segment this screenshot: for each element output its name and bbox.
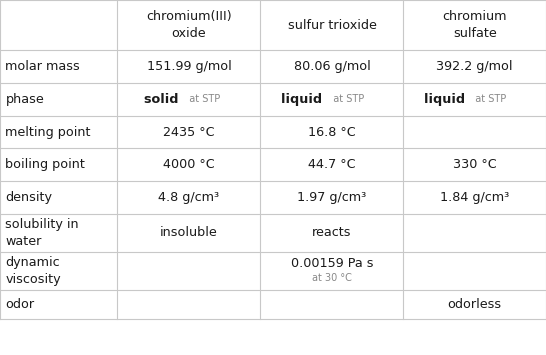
Text: solid: solid [145, 93, 183, 106]
Text: phase: phase [5, 93, 44, 106]
Text: 1.97 g/cm³: 1.97 g/cm³ [298, 191, 366, 204]
Text: at 30 °C: at 30 °C [312, 273, 352, 283]
Text: odor: odor [5, 298, 34, 311]
Text: melting point: melting point [5, 126, 91, 138]
Text: 80.06 g/mol: 80.06 g/mol [294, 60, 370, 73]
Text: at STP: at STP [469, 94, 507, 104]
Text: liquid: liquid [281, 93, 327, 106]
Text: 2435 °C: 2435 °C [163, 126, 215, 138]
Text: solubility in
water: solubility in water [5, 218, 79, 248]
Text: at STP: at STP [327, 94, 364, 104]
Text: 4.8 g/cm³: 4.8 g/cm³ [158, 191, 219, 204]
Text: 16.8 °C: 16.8 °C [308, 126, 356, 138]
Text: 44.7 °C: 44.7 °C [308, 158, 356, 171]
Text: sulfur trioxide: sulfur trioxide [288, 19, 376, 32]
Text: liquid: liquid [424, 93, 469, 106]
Text: chromium
sulfate: chromium sulfate [442, 10, 507, 40]
Text: dynamic
viscosity: dynamic viscosity [5, 256, 61, 286]
Text: 392.2 g/mol: 392.2 g/mol [436, 60, 513, 73]
Text: odorless: odorless [448, 298, 502, 311]
Text: at STP: at STP [183, 94, 221, 104]
Text: molar mass: molar mass [5, 60, 80, 73]
Text: density: density [5, 191, 52, 204]
Text: 1.84 g/cm³: 1.84 g/cm³ [440, 191, 509, 204]
Text: chromium(III)
oxide: chromium(III) oxide [146, 10, 232, 40]
Text: 330 °C: 330 °C [453, 158, 497, 171]
Text: boiling point: boiling point [5, 158, 85, 171]
Text: 4000 °C: 4000 °C [163, 158, 215, 171]
Text: reacts: reacts [312, 226, 352, 239]
Text: 151.99 g/mol: 151.99 g/mol [146, 60, 232, 73]
Text: insoluble: insoluble [160, 226, 218, 239]
Text: 0.00159 Pa s: 0.00159 Pa s [290, 257, 373, 271]
